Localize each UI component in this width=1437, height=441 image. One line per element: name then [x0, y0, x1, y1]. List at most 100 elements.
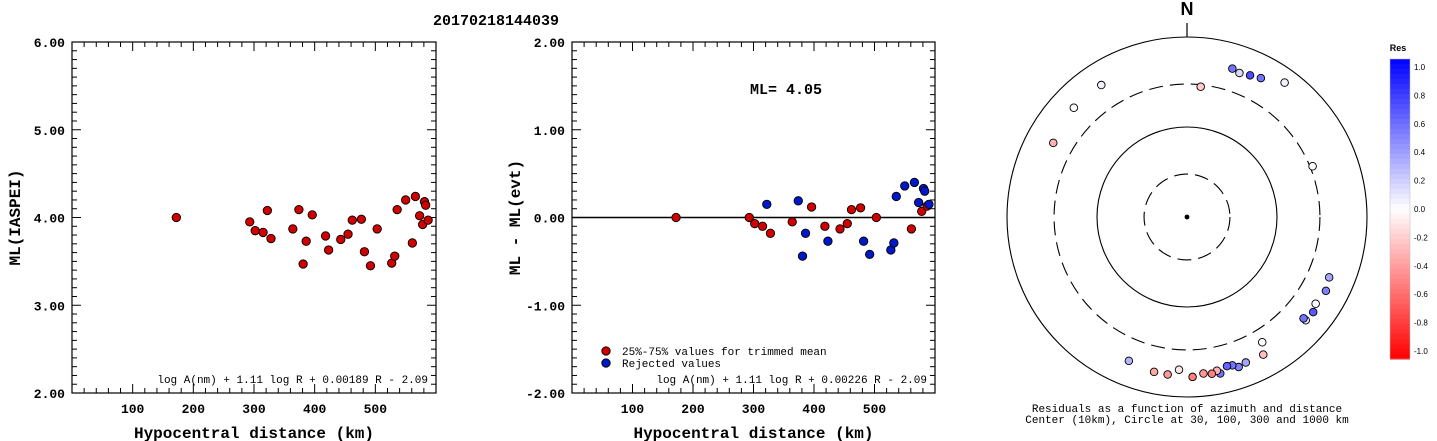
- station-residual-point: [1049, 138, 1058, 148]
- data-point: [835, 224, 845, 234]
- legend-marker: [601, 358, 611, 368]
- y-tick-label: 5.00: [34, 124, 65, 139]
- station-residual-point: [1207, 369, 1217, 379]
- data-point: [298, 259, 308, 269]
- x-tick-label: 500: [364, 402, 388, 417]
- x-tick-label: 400: [802, 402, 826, 417]
- colorbar-segment: [1390, 279, 1410, 285]
- data-point: [407, 238, 417, 248]
- y-tick-label: 1.00: [534, 124, 565, 139]
- x-tick-label: 500: [863, 402, 887, 417]
- distance-ring: [1053, 83, 1321, 351]
- colorbar-segment: [1390, 99, 1410, 105]
- y-tick-label: -2.00: [526, 387, 565, 402]
- data-point: [336, 234, 346, 245]
- colorbar-segment: [1390, 114, 1410, 120]
- distance-ring: [1143, 173, 1231, 261]
- y-tick-label: 3.00: [34, 299, 65, 314]
- colorbar-segment: [1390, 244, 1410, 250]
- data-point: [797, 251, 808, 261]
- x-tick-label: 400: [303, 402, 327, 417]
- colorbar-segment: [1390, 194, 1410, 200]
- station-residual-point: [1256, 73, 1266, 83]
- colorbar-segment: [1390, 64, 1410, 70]
- map-caption: Residuals as a function of azimuth and d…: [1032, 404, 1342, 416]
- colorbar-segment: [1390, 289, 1410, 295]
- map-caption: Center (10km), Circle at 30, 100, 300 an…: [1025, 415, 1349, 427]
- data-point: [421, 200, 431, 210]
- colorbar-segment: [1390, 309, 1410, 315]
- colorbar-segment: [1390, 129, 1410, 135]
- y-tick-label: 6.00: [34, 36, 65, 51]
- y-tick-label: 4.00: [34, 212, 65, 227]
- colorbar-segment: [1390, 104, 1410, 110]
- colorbar-segment: [1390, 159, 1410, 165]
- colorbar-segment: [1390, 119, 1410, 125]
- data-point: [891, 191, 901, 202]
- azimuth-residual-map: N Residuals as a function of azimuth and …: [1006, 0, 1368, 427]
- x-tick-label: 200: [681, 402, 705, 417]
- colorbar-segment: [1390, 144, 1410, 150]
- figure-title: 20170218144039: [433, 13, 559, 30]
- colorbar-segment: [1390, 339, 1410, 345]
- colorbar-segment: [1390, 294, 1410, 300]
- epicenter-point: [1184, 214, 1190, 220]
- data-point: [914, 197, 924, 208]
- colorbar-tick-label: 0.0: [1414, 205, 1426, 214]
- data-point: [262, 205, 272, 216]
- data-point: [889, 238, 899, 248]
- data-point: [294, 204, 304, 215]
- x-axis-label: Hypocentral distance (km): [134, 425, 374, 441]
- formula-label: log A(nm) + 1.11 log R + 0.00226 R - 2.0…: [656, 375, 927, 387]
- colorbar-tick-label: -0.6: [1414, 290, 1428, 299]
- data-point: [320, 231, 331, 241]
- data-point: [909, 177, 920, 188]
- station-residual-point: [1245, 71, 1255, 80]
- colorbar-segment: [1390, 124, 1410, 130]
- y-tick-label: 2.00: [534, 36, 565, 51]
- data-point: [258, 227, 268, 238]
- residual-vs-distance-panel: 100 200 300 400 500 2.00 1.00 0.00 -1.00 -2.00 Hyp…: [507, 36, 936, 441]
- data-point: [410, 191, 421, 202]
- colorbar-segment: [1390, 199, 1410, 205]
- x-tick-label: 100: [121, 402, 145, 417]
- legend-label: Rejected values: [622, 359, 721, 371]
- y-tick-label: 0.00: [534, 212, 565, 227]
- station-residual-point: [1241, 358, 1251, 367]
- data-point: [823, 236, 833, 246]
- colorbar-segment: [1390, 79, 1410, 85]
- colorbar-segment: [1390, 209, 1410, 215]
- colorbar-segment: [1390, 69, 1410, 75]
- colorbar-segment: [1390, 164, 1410, 170]
- y-tick-label: -1.00: [526, 299, 565, 314]
- station-residual-point: [1308, 162, 1317, 171]
- data-point: [865, 249, 875, 260]
- colorbar-segment: [1390, 319, 1410, 325]
- colorbar-segment: [1390, 214, 1410, 220]
- data-point: [750, 218, 760, 229]
- y-tick-label: 2.00: [34, 387, 65, 402]
- data-point: [846, 204, 857, 215]
- data-point: [390, 251, 400, 261]
- ml-annotation: ML= 4.05: [750, 82, 822, 99]
- station-residual-point: [1163, 370, 1172, 379]
- data-point: [671, 212, 681, 223]
- station-residual-point: [1299, 314, 1308, 323]
- data-point: [787, 217, 797, 227]
- colorbar-frame: [1389, 58, 1411, 360]
- colorbar-tick-label: -0.2: [1414, 233, 1428, 242]
- colorbar-segment: [1390, 189, 1410, 195]
- colorbar-segment: [1390, 219, 1410, 225]
- data-point: [900, 181, 910, 191]
- x-tick-label: 300: [242, 402, 266, 417]
- data-point: [266, 233, 276, 244]
- data-point: [171, 212, 181, 223]
- colorbar-segment: [1390, 274, 1410, 280]
- station-residual-point: [1069, 103, 1079, 112]
- station-residual-point: [1280, 78, 1289, 87]
- station-residual-point: [1311, 299, 1320, 309]
- colorbar-segment: [1390, 259, 1410, 265]
- colorbar-segment: [1390, 344, 1410, 350]
- y-axis-label: ML(IASPEI): [7, 169, 25, 265]
